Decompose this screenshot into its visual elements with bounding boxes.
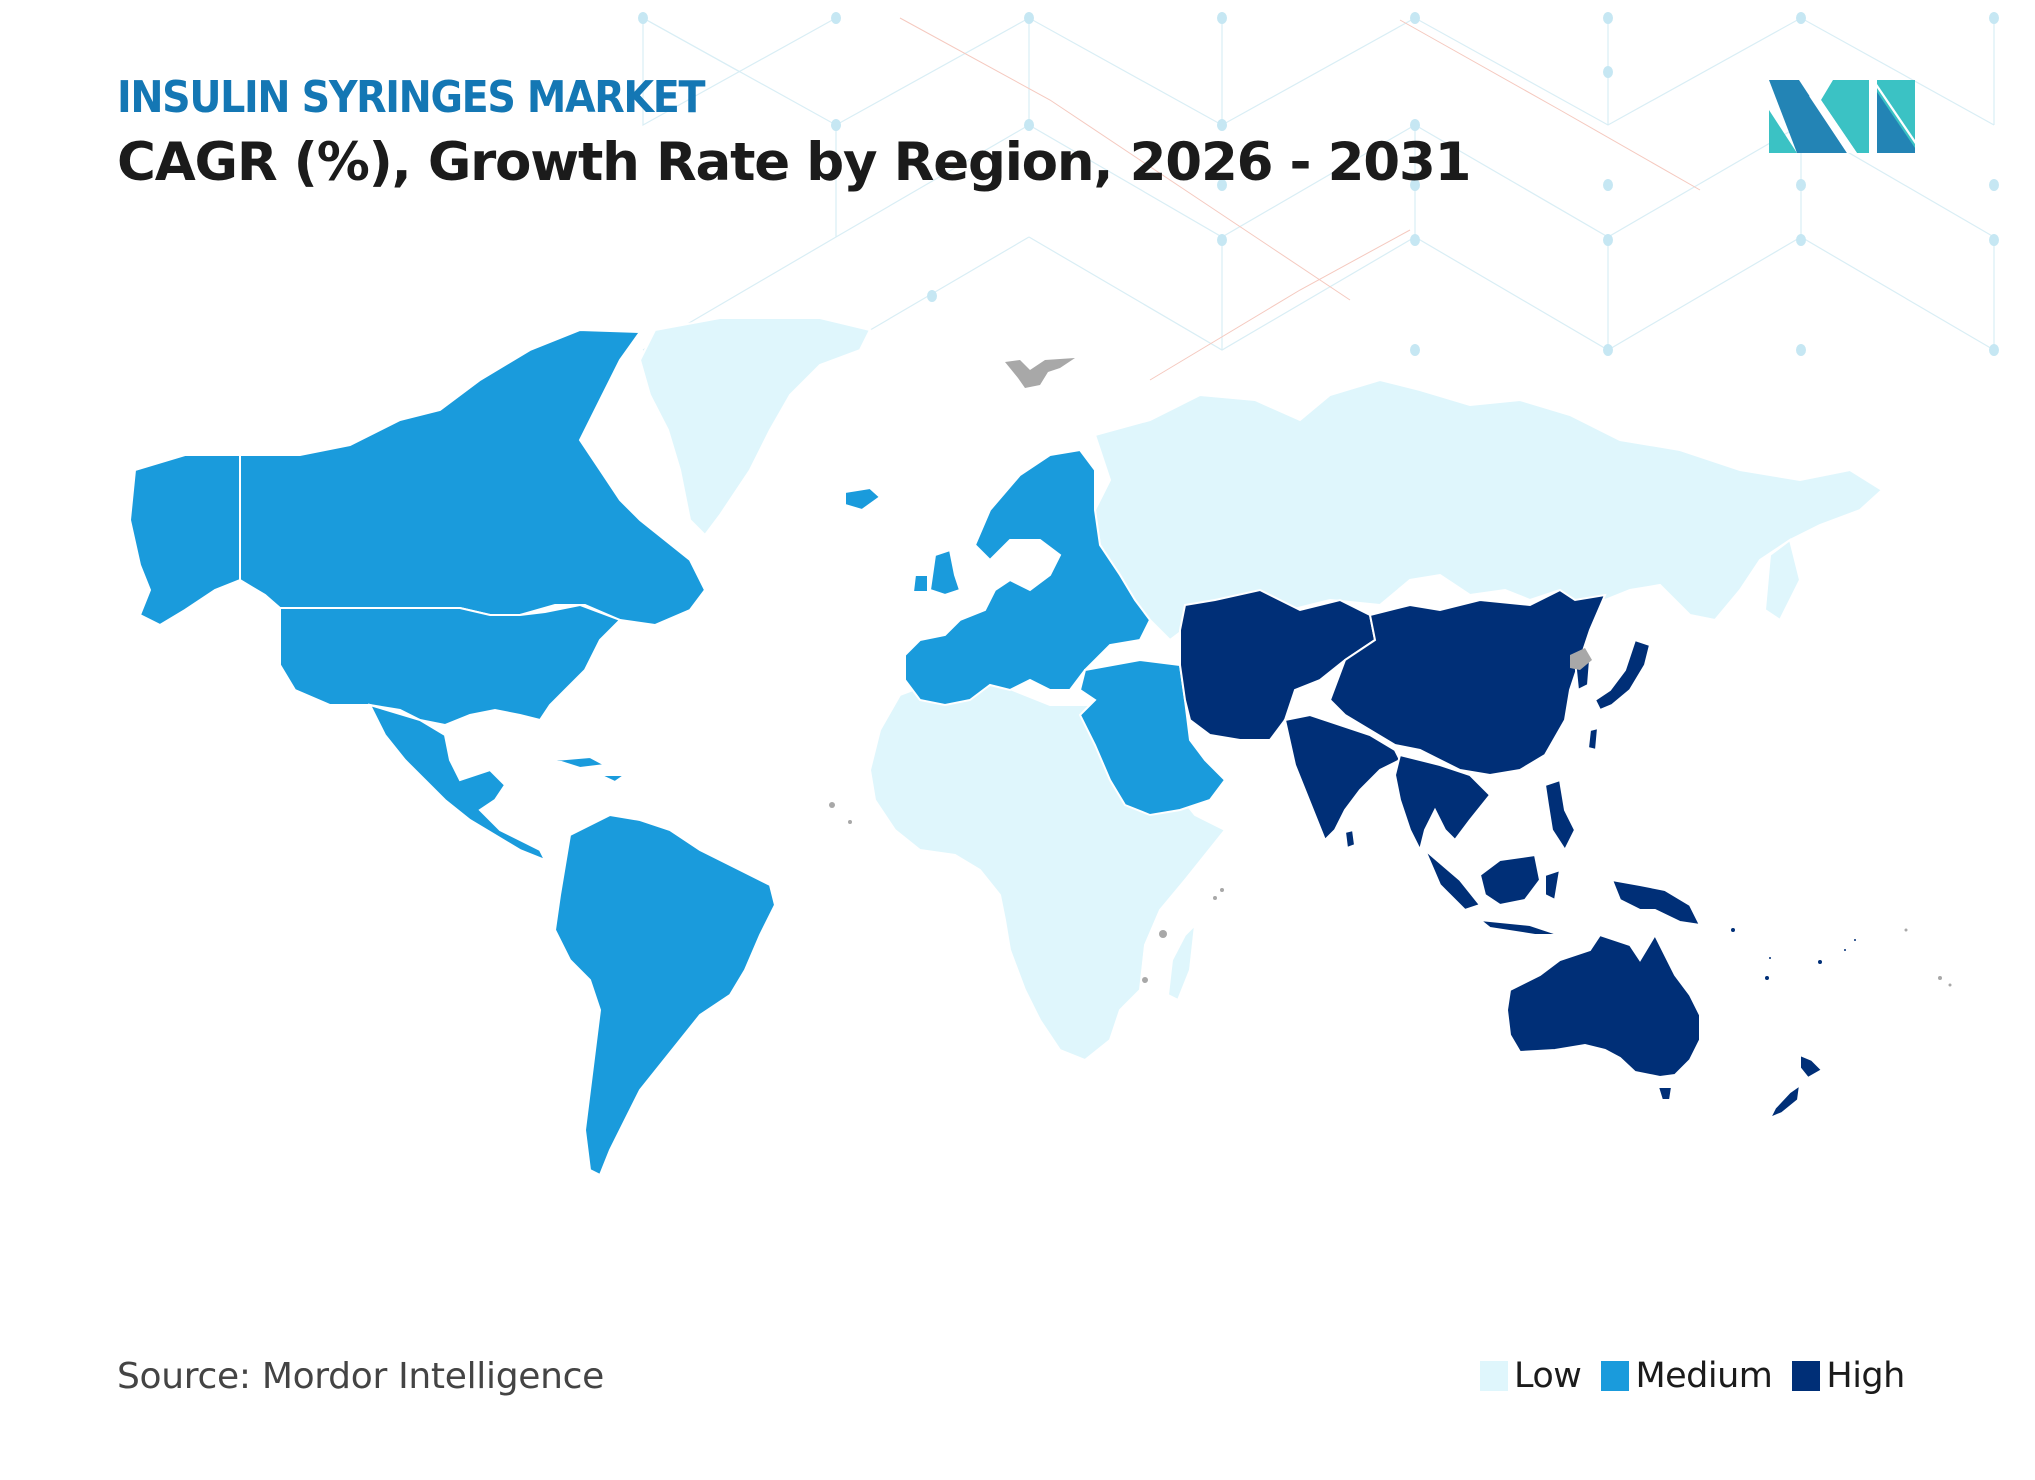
legend-item-medium: Medium bbox=[1601, 1356, 1773, 1396]
legend-swatch-low bbox=[1480, 1361, 1508, 1391]
svalbard bbox=[1005, 358, 1075, 388]
europe bbox=[904, 448, 1152, 707]
legend-item-high: High bbox=[1792, 1356, 1905, 1396]
mordor-intelligence-logo-icon bbox=[1769, 80, 1915, 153]
australia bbox=[1505, 932, 1701, 1079]
southeast-asia-mainland bbox=[1393, 753, 1492, 853]
indonesia bbox=[1424, 849, 1562, 936]
source-label: Source: Mordor Intelligence bbox=[117, 1356, 604, 1397]
legend-label-medium: Medium bbox=[1635, 1356, 1773, 1396]
legend-label-low: Low bbox=[1514, 1356, 1582, 1396]
canada bbox=[239, 328, 707, 627]
region-high bbox=[1179, 588, 1858, 1120]
legend-swatch-medium bbox=[1601, 1361, 1630, 1391]
greenland bbox=[638, 317, 872, 537]
legend-label-high: High bbox=[1826, 1356, 1905, 1396]
chart-title: CAGR (%), Growth Rate by Region, 2026 - … bbox=[117, 132, 1472, 193]
new-zealand bbox=[1767, 1053, 1824, 1120]
india bbox=[1283, 713, 1402, 842]
market-subtitle: INSULIN SYRINGES MARKET bbox=[117, 72, 705, 123]
region-medium bbox=[128, 328, 1227, 1177]
north-korea bbox=[1570, 648, 1592, 670]
new-guinea bbox=[1610, 878, 1702, 927]
south-america bbox=[553, 813, 777, 1177]
chart-header: INSULIN SYRINGES MARKET CAGR (%), Growth… bbox=[117, 72, 1472, 196]
china-mongolia bbox=[1328, 588, 1607, 777]
japan bbox=[1593, 638, 1652, 712]
legend-item-low: Low bbox=[1480, 1356, 1582, 1396]
central-south-asia bbox=[1179, 588, 1377, 741]
mexico-central-america bbox=[368, 703, 548, 862]
region-no-data bbox=[829, 358, 1952, 987]
background-pattern bbox=[638, 12, 1999, 381]
alaska bbox=[128, 454, 241, 627]
legend-swatch-high bbox=[1792, 1361, 1821, 1391]
legend: Low Medium High bbox=[1480, 1356, 1925, 1396]
usa bbox=[279, 603, 622, 727]
